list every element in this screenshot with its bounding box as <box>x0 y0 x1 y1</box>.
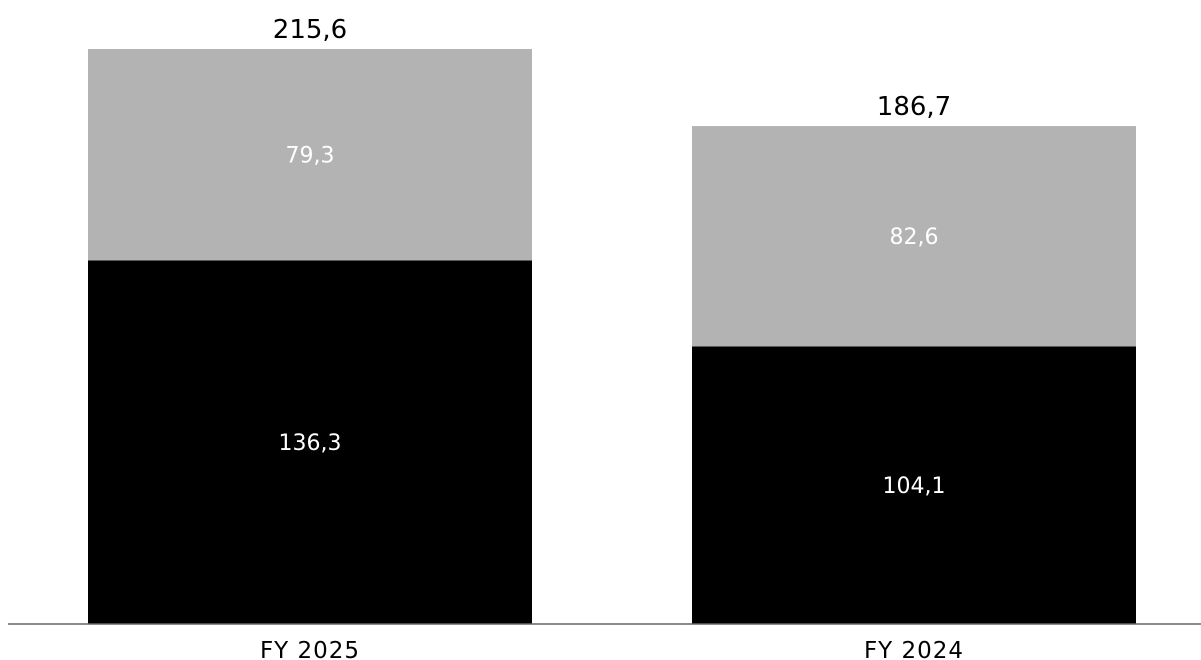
segment-value-label: 104,1 <box>883 474 946 499</box>
labels-group: 136,3 79,3 215,6 FY 2025 104,1 82,6 186,7 FY 20… <box>260 15 964 660</box>
bar-segment-top-0 <box>88 49 532 261</box>
x-tick-label: FY 2024 <box>864 638 964 660</box>
segment-value-label: 82,6 <box>890 225 939 250</box>
segment-value-label: 79,3 <box>286 144 335 169</box>
bars-group <box>88 49 1136 624</box>
bar-segment-top-1 <box>692 126 1136 347</box>
bar-segment-bottom-0 <box>88 260 532 624</box>
bar-segment-bottom-1 <box>692 346 1136 624</box>
segment-value-label: 136,3 <box>279 431 342 456</box>
bar-total-label: 186,7 <box>877 92 951 122</box>
bar-total-label: 215,6 <box>273 15 347 45</box>
x-tick-label: FY 2025 <box>260 638 360 660</box>
